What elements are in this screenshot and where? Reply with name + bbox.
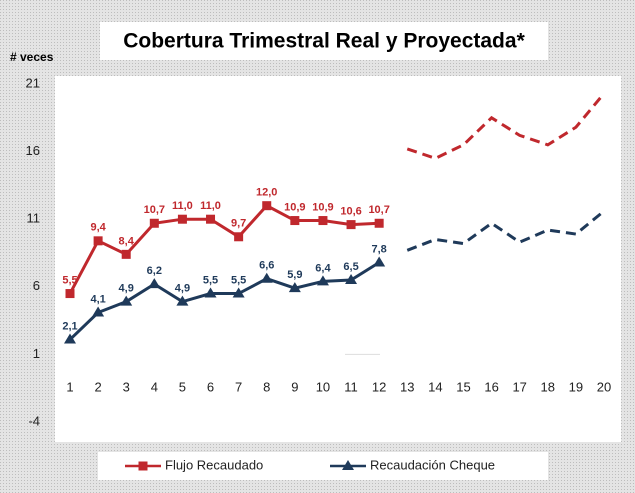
legend [98, 452, 548, 480]
point [148, 278, 161, 289]
x-tick-label: 13 [400, 379, 414, 394]
x-tick-label: 2 [94, 379, 101, 394]
data-label: 6,2 [147, 265, 162, 277]
data-label: 6,4 [315, 262, 331, 274]
point [373, 256, 386, 267]
data-label: 2,1 [62, 320, 77, 332]
x-tick-label: 5 [179, 379, 186, 394]
x-tick-label: 15 [456, 379, 470, 394]
data-label: 11,0 [200, 200, 221, 212]
data-label: 7,8 [372, 243, 387, 255]
x-tick-label: 4 [151, 379, 158, 394]
projected-line [406, 92, 606, 160]
point [121, 249, 131, 259]
data-label: 5,9 [287, 269, 302, 281]
point [149, 218, 159, 228]
x-tick-label: 11 [344, 379, 358, 394]
data-label: 10,7 [144, 204, 165, 216]
x-tick-label: 20 [597, 379, 611, 394]
legend-marker [138, 461, 148, 471]
legend-marker [342, 460, 354, 470]
point [204, 287, 217, 298]
y-tick-label: 21 [26, 75, 40, 90]
point [316, 275, 329, 286]
x-tick-label: 1 [66, 379, 73, 394]
x-tick-label: 8 [263, 379, 270, 394]
point [176, 295, 189, 306]
y-tick-label: 11 [27, 211, 41, 226]
x-tick-label: 6 [207, 379, 214, 394]
x-tick-label: 9 [291, 379, 298, 394]
data-label: 10,7 [368, 204, 389, 216]
projected-line [406, 209, 605, 252]
point [262, 201, 272, 211]
data-label: 4,9 [119, 283, 134, 295]
point [290, 216, 300, 226]
x-tick-label: 12 [372, 379, 386, 394]
data-label: 4,9 [175, 283, 190, 295]
chart-title: Cobertura Trimestral Real y Proyectada* [123, 30, 525, 53]
data-label: 9,4 [90, 222, 106, 234]
point [234, 232, 244, 242]
data-label: 11,0 [172, 200, 193, 212]
point [120, 295, 133, 306]
data-label: 10,9 [284, 201, 305, 213]
plot-area [55, 76, 621, 442]
x-tick-label: 3 [123, 379, 130, 394]
point [260, 272, 273, 283]
data-label: 5,5 [231, 274, 246, 286]
data-label: 8,4 [119, 235, 135, 247]
x-tick-label: 7 [235, 379, 242, 394]
y-tick-label: 6 [33, 278, 40, 293]
y-tick-label: 16 [26, 143, 40, 158]
data-label: 9,7 [231, 218, 246, 230]
y-tick-label: -4 [28, 413, 40, 428]
data-label: 10,6 [340, 206, 361, 218]
data-label: 6,6 [259, 260, 274, 272]
point [65, 289, 75, 299]
point [288, 282, 301, 293]
x-tick-label: 19 [569, 379, 583, 394]
title-box [100, 22, 548, 60]
y-axis-label: # veces [10, 50, 54, 64]
x-tick-label: 14 [428, 379, 442, 394]
point [374, 218, 384, 228]
data-label: 5,5 [203, 274, 218, 286]
data-label: 5,5 [62, 274, 77, 286]
data-label: 4,1 [90, 293, 105, 305]
legend-label: Recaudación Cheque [370, 457, 495, 472]
point [64, 333, 76, 344]
legend-label: Flujo Recaudado [165, 457, 263, 472]
series-line [68, 261, 380, 341]
x-tick-label: 17 [512, 379, 526, 394]
point [177, 214, 187, 224]
point [346, 220, 356, 230]
point [232, 287, 245, 298]
y-tick-label: 1 [33, 346, 40, 361]
data-label: 6,5 [343, 261, 358, 273]
point [92, 306, 105, 317]
data-label: 10,9 [312, 201, 333, 213]
point [93, 236, 103, 246]
series-line [68, 203, 380, 295]
point [318, 216, 328, 226]
x-tick-label: 16 [484, 379, 498, 394]
point [206, 214, 216, 224]
x-tick-label: 10 [316, 379, 330, 394]
x-tick-label: 18 [541, 379, 555, 394]
data-label: 12,0 [256, 187, 277, 199]
point [345, 274, 358, 285]
